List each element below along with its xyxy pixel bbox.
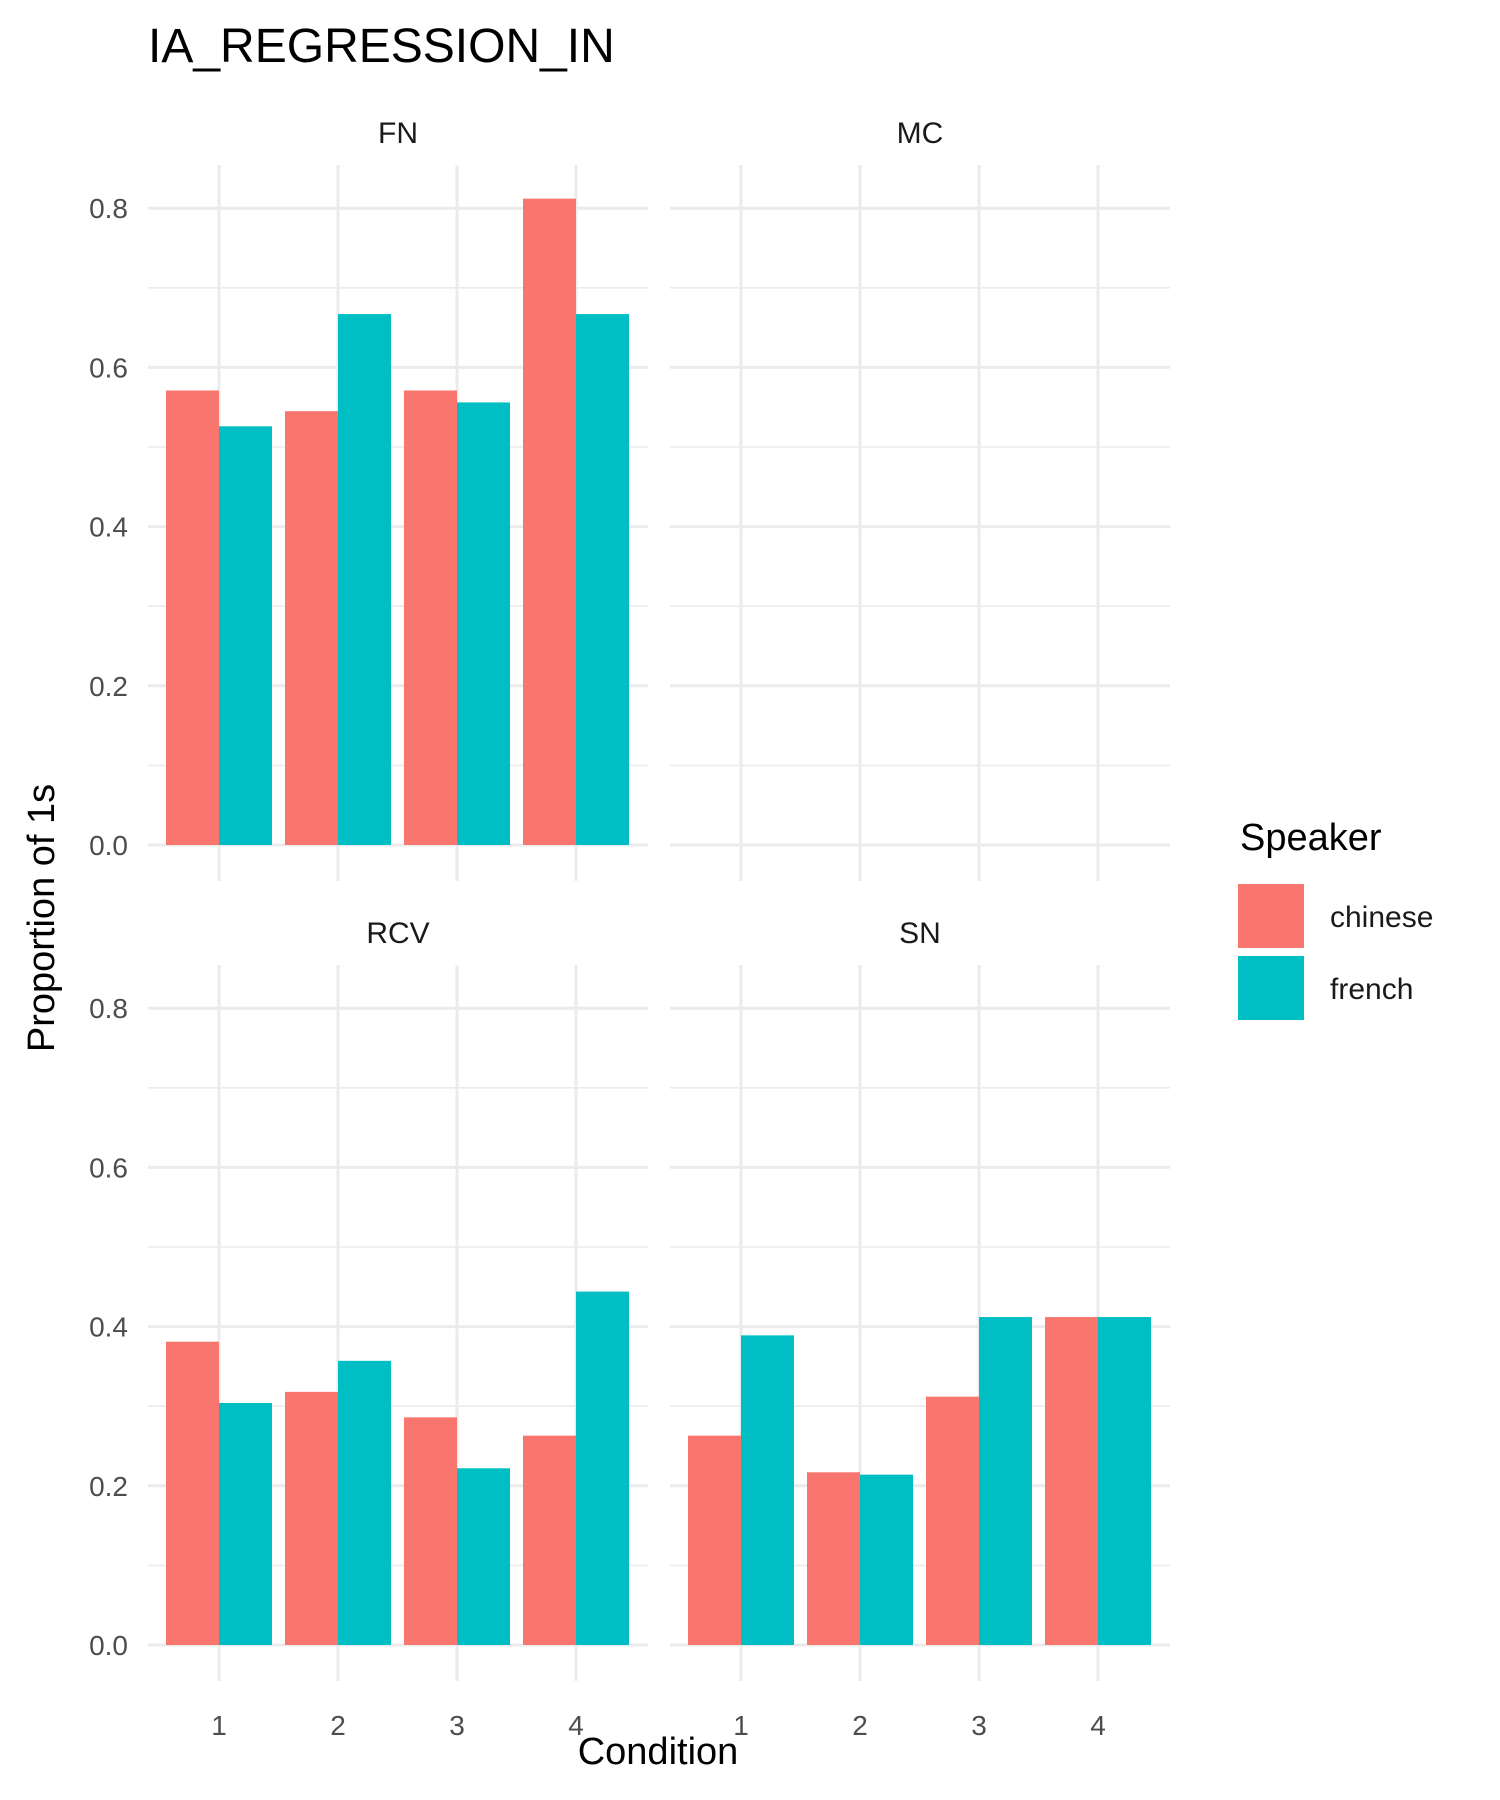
x-tick-label: 3 <box>449 1710 465 1741</box>
y-tick-label: 0.6 <box>89 1152 128 1183</box>
bar-fn-chinese-2 <box>285 411 338 845</box>
bar-fn-french-1 <box>219 426 272 845</box>
panel-rcv: RCV 0.0 0.2 0.4 0.6 0.8 1 2 3 4 <box>89 917 648 1741</box>
legend-label-french: french <box>1330 973 1413 1006</box>
facet-label: MC <box>897 117 944 150</box>
legend-label-chinese: chinese <box>1330 901 1433 934</box>
panel-mc: MC <box>670 117 1170 881</box>
facet-panels: FN 0.0 0.2 0.4 0.6 0.8 MC RCV 0.0 0.2 0.4 0.6 0.8 1 2 3… <box>89 117 1170 1741</box>
y-tick-label: 0.0 <box>89 1630 128 1661</box>
bar-sn-french-2 <box>860 1474 913 1645</box>
bar-sn-chinese-4 <box>1045 1317 1098 1645</box>
chart-title: IA_REGRESSION_IN <box>148 20 615 73</box>
facet-label: FN <box>378 117 418 150</box>
bar-sn-chinese-1 <box>688 1435 741 1645</box>
bar-sn-chinese-3 <box>926 1396 979 1645</box>
y-tick-label: 0.8 <box>89 193 128 224</box>
x-tick-label: 1 <box>211 1710 227 1741</box>
legend-swatch-chinese <box>1238 884 1304 948</box>
bar-fn-chinese-4 <box>523 198 576 845</box>
y-tick-label: 0.4 <box>89 1312 128 1343</box>
y-tick-label: 0.0 <box>89 830 128 861</box>
x-tick-label: 2 <box>330 1710 346 1741</box>
legend: Speaker chinese french <box>1238 817 1433 1020</box>
bar-rcv-chinese-1 <box>166 1341 219 1645</box>
y-tick-label: 0.6 <box>89 352 128 383</box>
y-tick-label: 0.8 <box>89 993 128 1024</box>
bar-sn-french-4 <box>1098 1317 1151 1645</box>
legend-swatch-french <box>1238 956 1304 1020</box>
bar-fn-french-4 <box>576 314 629 845</box>
bar-rcv-chinese-4 <box>523 1435 576 1645</box>
bar-rcv-french-2 <box>338 1360 391 1645</box>
x-tick-label: 3 <box>971 1710 987 1741</box>
bar-fn-french-3 <box>457 402 510 845</box>
x-axis-title: Condition <box>578 1731 739 1773</box>
bar-sn-french-1 <box>741 1335 794 1645</box>
facet-label: RCV <box>366 917 429 950</box>
x-tick-label: 4 <box>568 1710 584 1741</box>
x-tick-label: 2 <box>852 1710 868 1741</box>
y-tick-label: 0.2 <box>89 671 128 702</box>
x-tick-label: 4 <box>1090 1710 1106 1741</box>
y-tick-label: 0.2 <box>89 1471 128 1502</box>
panel-sn: SN 1 2 3 4 <box>670 917 1170 1741</box>
legend-title: Speaker <box>1240 817 1382 859</box>
bar-rcv-french-4 <box>576 1291 629 1645</box>
x-tick-label: 1 <box>733 1710 749 1741</box>
bar-sn-french-3 <box>979 1317 1032 1645</box>
bar-rcv-french-3 <box>457 1468 510 1645</box>
facet-label: SN <box>899 917 941 950</box>
bar-sn-chinese-2 <box>807 1472 860 1645</box>
panel-fn: FN 0.0 0.2 0.4 0.6 0.8 <box>89 117 648 881</box>
y-tick-label: 0.4 <box>89 512 128 543</box>
bar-fn-chinese-1 <box>166 390 219 845</box>
y-axis-title: Proportion of 1s <box>21 784 63 1052</box>
bar-rcv-french-1 <box>219 1403 272 1645</box>
bar-fn-french-2 <box>338 314 391 845</box>
bar-fn-chinese-3 <box>404 390 457 845</box>
bar-rcv-chinese-3 <box>404 1417 457 1645</box>
bar-rcv-chinese-2 <box>285 1391 338 1645</box>
